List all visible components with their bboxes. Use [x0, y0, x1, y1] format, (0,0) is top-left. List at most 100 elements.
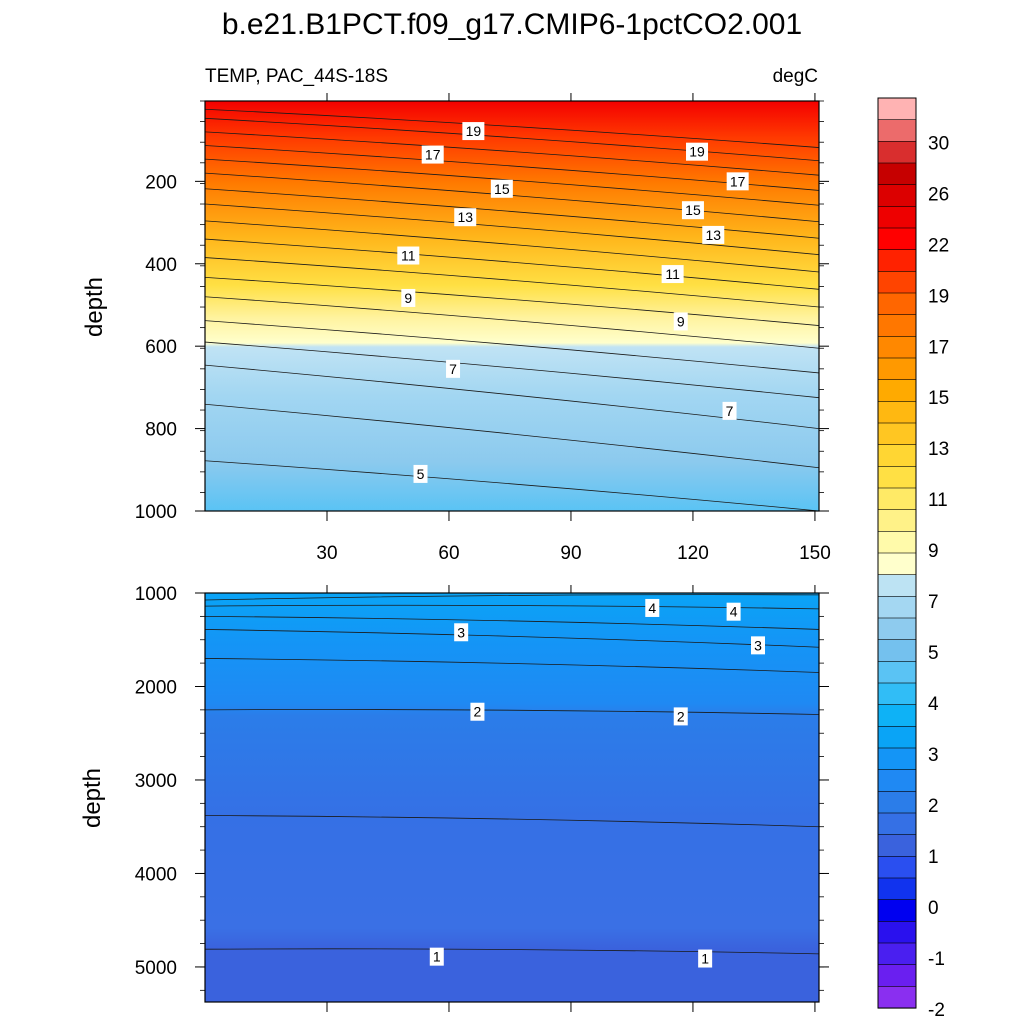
contour-line	[204, 296, 820, 349]
colorbar-swatch	[877, 292, 917, 316]
contour-line	[204, 948, 820, 955]
lower-contour-lines	[204, 594, 820, 955]
colorbar-swatch	[877, 119, 917, 142]
contour-label-background	[454, 208, 477, 227]
contour-label-background	[751, 636, 766, 655]
colorbar-swatch	[877, 704, 917, 727]
contour-label-background	[645, 598, 660, 617]
contour-label-background	[686, 142, 709, 161]
colorbar-swatch	[877, 791, 917, 814]
colorbar-label: 5	[928, 643, 939, 664]
contour-label: 11	[401, 248, 416, 264]
contour-label: 5	[417, 466, 425, 482]
contour-label: 7	[449, 361, 457, 377]
colorbar-label: 4	[928, 694, 939, 715]
colorbar-label: 15	[928, 388, 949, 409]
contour-label-background	[726, 172, 749, 191]
contour-label-background	[673, 312, 688, 331]
lower-plot-frame	[204, 592, 820, 1003]
colorbar-swatch	[877, 97, 917, 121]
contour-label-background	[722, 401, 737, 420]
colorbar-swatch	[877, 661, 917, 684]
contour-label: 15	[685, 202, 701, 218]
lower-axis-ticks: 1000 2000 3000 4000 5000	[135, 584, 829, 1012]
contour-line	[204, 257, 820, 308]
colorbar-swatch	[877, 921, 917, 944]
contour-label-background	[681, 201, 704, 220]
contour-line	[204, 238, 820, 290]
contour-line	[204, 629, 820, 648]
colorbar-swatch	[877, 574, 917, 597]
colorbar-frame	[877, 97, 917, 1009]
colorbar-swatch	[877, 466, 917, 489]
colorbar-swatch	[877, 206, 917, 229]
y-tick-label: 600	[145, 337, 177, 358]
colorbar-label: 3	[928, 745, 939, 766]
contour-label: 11	[665, 266, 680, 282]
colorbar-swatch	[877, 682, 917, 706]
colorbar-swatch	[877, 812, 917, 836]
y-tick-label: 5000	[135, 958, 177, 979]
contour-label: 1	[433, 949, 441, 965]
colorbar-swatch	[877, 401, 917, 424]
contour-label: 7	[726, 403, 734, 419]
contour-label-background	[698, 949, 713, 968]
contour-label-background	[661, 265, 684, 284]
contour-line	[204, 615, 820, 630]
contour-label: 9	[677, 313, 685, 329]
contour-line	[204, 658, 820, 673]
colorbar-swatch	[877, 617, 917, 641]
contour-line	[204, 815, 820, 828]
variable-region-label: TEMP, PAC_44S-18S	[205, 66, 388, 87]
colorbar-swatch	[877, 942, 917, 966]
colorbar-swatch	[877, 639, 917, 662]
contour-line	[204, 594, 820, 601]
colorbar-swatch	[877, 877, 917, 901]
colorbar-label: 7	[928, 592, 939, 613]
contour-line	[204, 188, 820, 239]
colorbar-swatch	[877, 336, 917, 359]
colorbar-swatch	[877, 487, 917, 511]
colorbar-swatch	[877, 227, 917, 251]
colorbar-swatch	[877, 552, 917, 576]
contour-label-background	[446, 359, 461, 378]
contour-label-background	[413, 464, 428, 483]
contour-label-background	[702, 225, 725, 244]
contour-label: 19	[466, 123, 482, 139]
colorbar-swatch	[877, 856, 917, 879]
lower-contour-labels: 4 4 3 3 2 2 1 1	[429, 598, 766, 968]
colorbar-swatch	[877, 726, 917, 749]
colorbar-label: 0	[928, 898, 939, 919]
contour-label: 13	[457, 209, 473, 225]
colorbar-swatch	[877, 986, 917, 1009]
contour-line	[204, 131, 820, 176]
colorbar-swatch	[877, 379, 917, 402]
colorbar-label: 26	[928, 184, 949, 205]
colorbar-swatch	[877, 444, 917, 467]
colorbar: 30 26 22 19 17 15 13 11 9 7 5 4 3 2 1 0 -1 -2	[877, 97, 949, 1021]
colorbar-swatch	[877, 271, 917, 294]
colorbar-label: 9	[928, 541, 939, 562]
colorbar-swatch	[877, 769, 917, 792]
colorbar-swatch	[877, 834, 917, 857]
colorbar-label: 13	[928, 439, 949, 460]
contour-label: 4	[730, 604, 738, 620]
upper-plot-frame	[204, 100, 820, 512]
contour-line	[204, 117, 820, 162]
colorbar-swatch	[877, 596, 917, 619]
colorbar-swatch	[877, 509, 917, 532]
contour-label-background	[726, 602, 741, 621]
y-tick-label: 800	[145, 420, 177, 441]
contour-label: 15	[494, 181, 510, 197]
figure-title: b.e21.B1PCT.f09_g17.CMIP6-1pctCO2.001	[222, 8, 802, 41]
colorbar-swatch	[877, 141, 917, 164]
colorbar-label: 17	[928, 337, 949, 358]
colorbar-swatch	[877, 357, 917, 381]
x-tick-label: 90	[560, 543, 581, 564]
y-tick-label: 1000	[135, 584, 177, 605]
lower-contour-fill	[205, 593, 819, 1002]
colorbar-label: 11	[928, 490, 948, 511]
